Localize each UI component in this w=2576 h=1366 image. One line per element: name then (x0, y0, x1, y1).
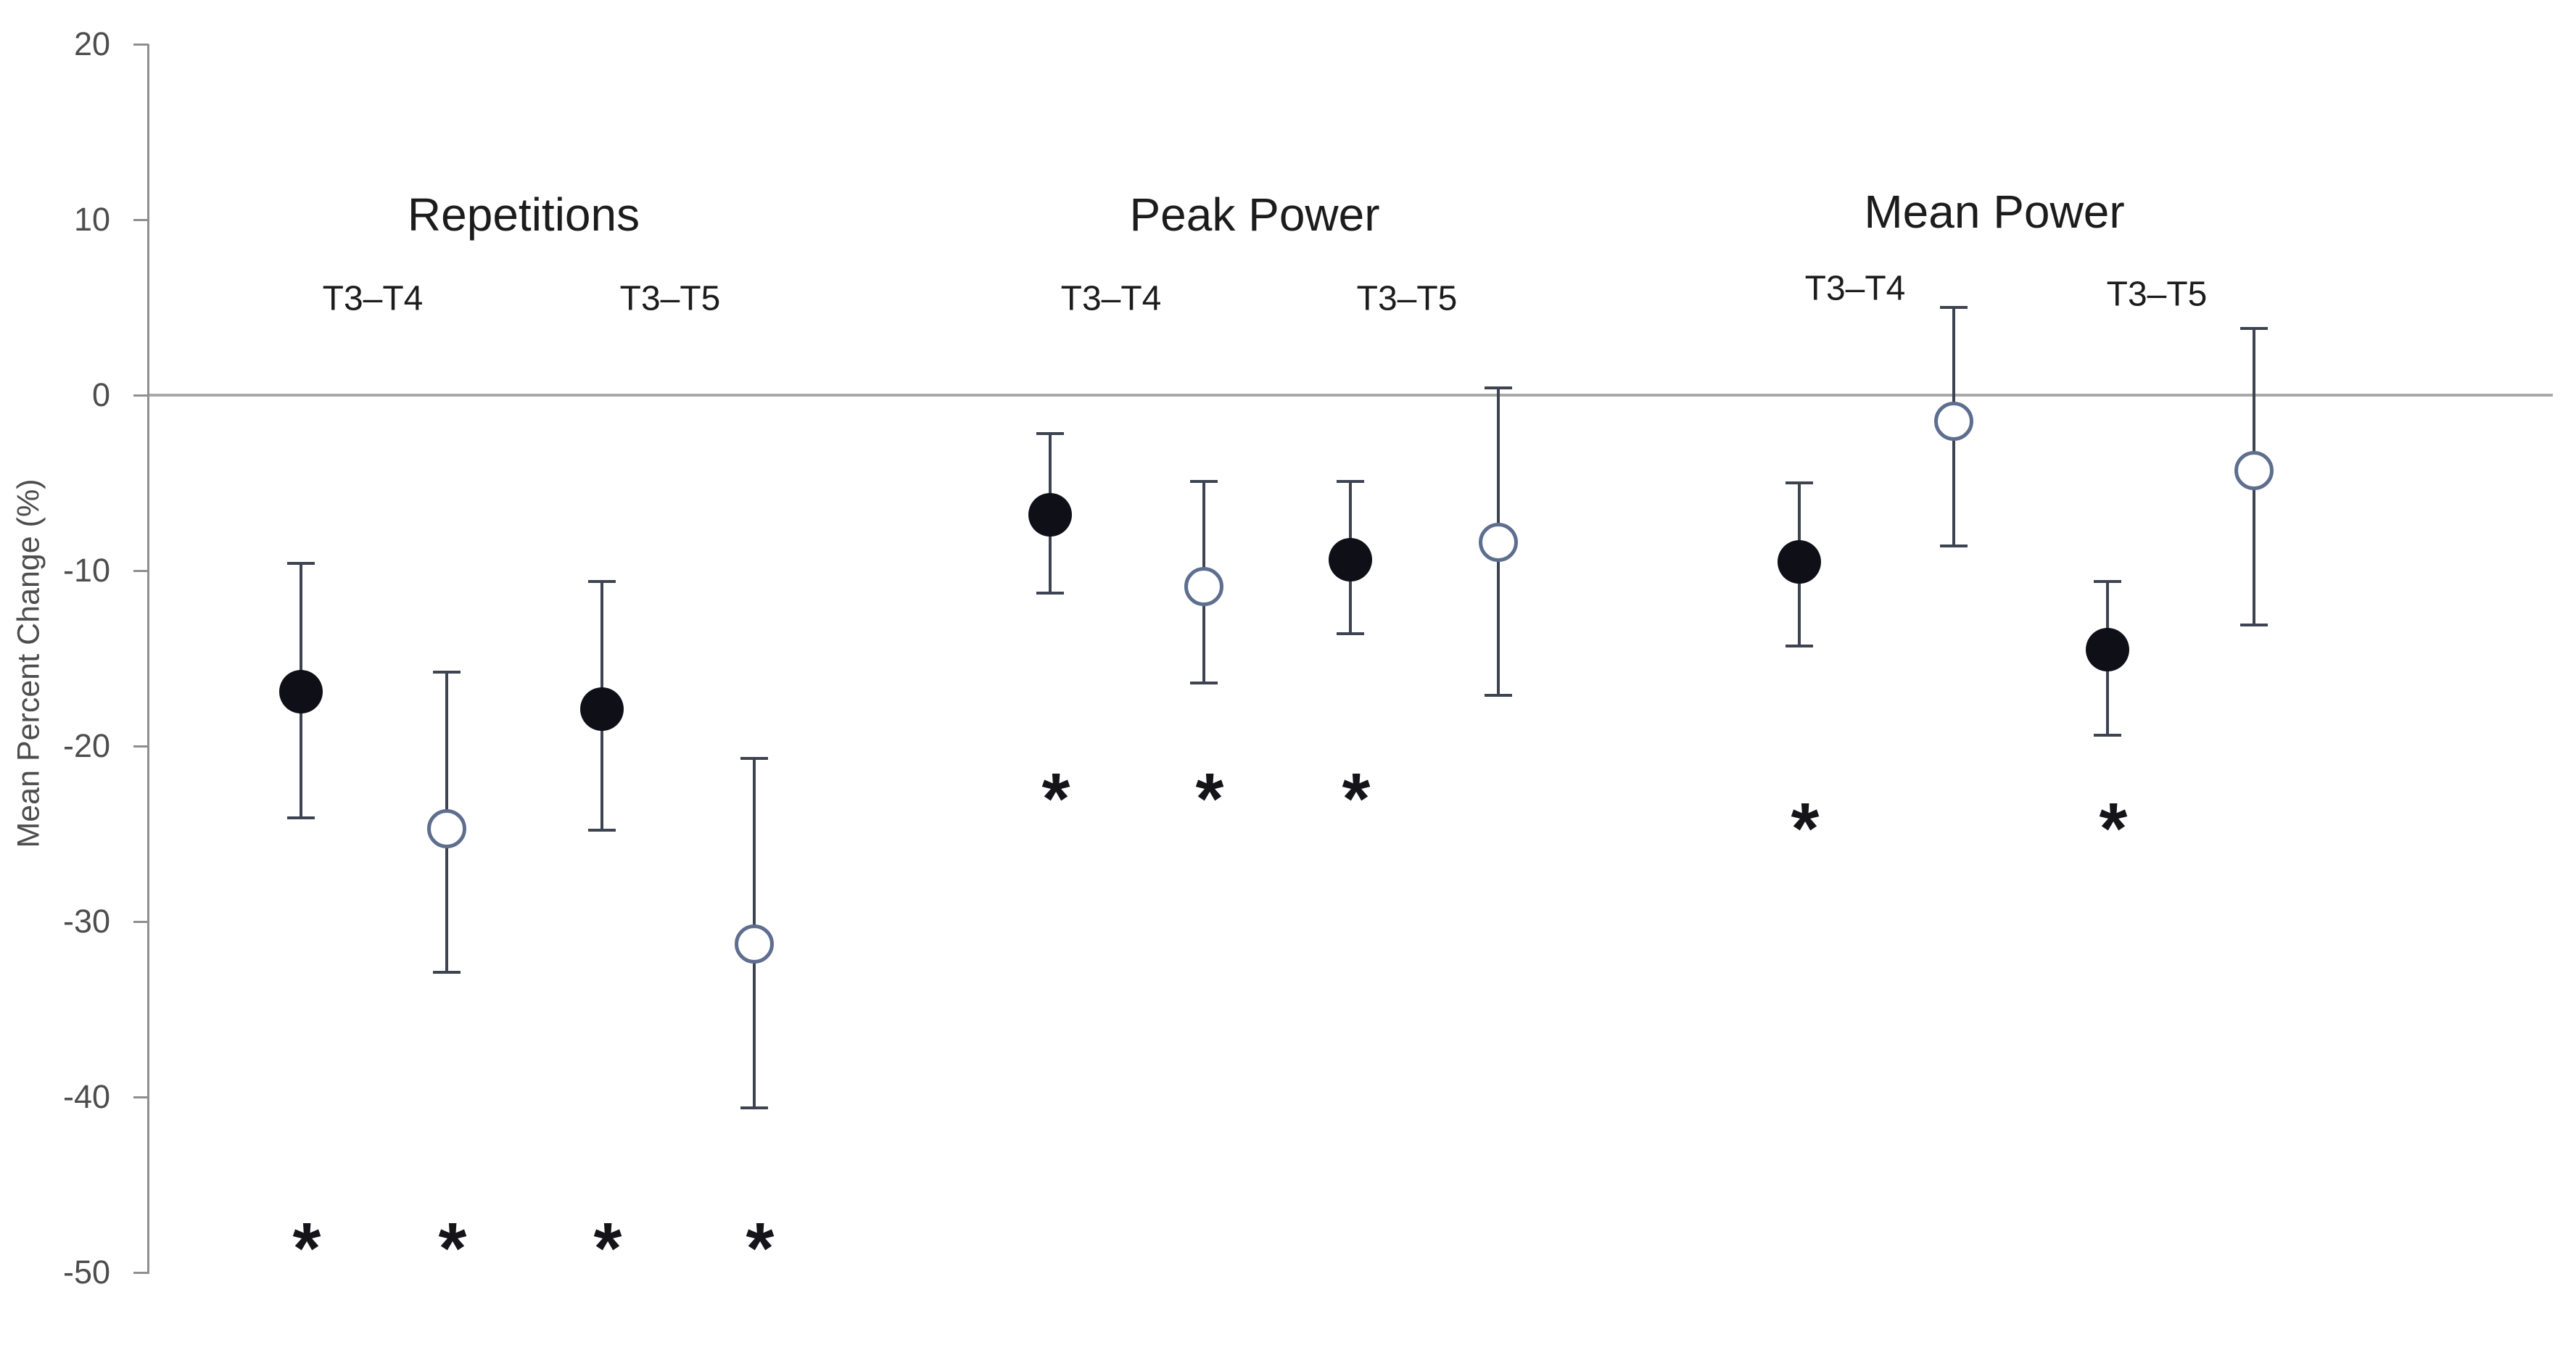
pair-label: T3–T4 (322, 279, 424, 318)
error-bar-cap-bottom (2240, 624, 2268, 627)
y-tick-label: -50 (62, 1254, 110, 1291)
significance-asterisk: * (746, 1207, 775, 1289)
data-point-filled (279, 669, 323, 713)
data-point-open (2234, 451, 2274, 491)
error-bar-cap-top (1786, 481, 1813, 484)
error-bar-cap-bottom (588, 829, 616, 832)
significance-asterisk: * (1342, 758, 1371, 840)
error-bar-cap-top (1036, 432, 1064, 436)
y-tick (133, 570, 149, 572)
error-bar-cap-top (1190, 479, 1218, 483)
error-bar-cap-bottom (287, 816, 315, 820)
error-bar-cap-bottom (1940, 545, 1968, 548)
error-bar-cap-bottom (1337, 632, 1364, 636)
significance-asterisk: * (593, 1207, 622, 1289)
y-tick (133, 394, 149, 397)
error-bar-cap-top (287, 562, 315, 566)
significance-asterisk: * (438, 1207, 467, 1289)
error-bar-cap-bottom (1485, 693, 1512, 697)
data-point-filled (580, 687, 624, 732)
y-tick (133, 219, 149, 221)
data-point-filled (1778, 539, 1821, 584)
error-bar-cap-bottom (1786, 645, 1813, 648)
error-bar-cap-top (1337, 479, 1364, 483)
error-bar-cap-top (740, 756, 768, 760)
y-tick (133, 1096, 149, 1098)
significance-asterisk: * (1195, 758, 1224, 840)
significance-asterisk: * (1041, 758, 1070, 840)
error-bar-cap-bottom (433, 971, 461, 974)
data-point-open (1184, 566, 1223, 606)
zero-reference-line (149, 394, 2553, 397)
error-bar-cap-bottom (2094, 734, 2121, 737)
pair-label: T3–T4 (1804, 269, 1906, 308)
pair-label: T3–T5 (2106, 275, 2208, 314)
data-point-open (427, 808, 466, 848)
significance-asterisk: * (292, 1207, 321, 1289)
y-tick-label: 0 (91, 376, 110, 413)
pair-label: T3–T5 (619, 279, 721, 318)
group-title: Peak Power (1129, 189, 1380, 241)
group-title: Repetitions (407, 189, 640, 241)
y-tick-label: 20 (73, 25, 110, 62)
error-bar-cap-top (433, 671, 461, 674)
error-bar-cap-top (2240, 327, 2268, 331)
data-point-open (1934, 402, 1973, 442)
y-tick-label: 10 (73, 201, 110, 238)
y-tick-label: -40 (62, 1078, 110, 1115)
y-tick-label: -30 (62, 903, 110, 940)
group-title: Mean Power (1864, 186, 2125, 238)
y-tick-label: -20 (62, 727, 110, 764)
error-bar-cap-bottom (1036, 592, 1064, 595)
error-bar-cap-bottom (1190, 681, 1218, 684)
data-point-open (735, 924, 774, 964)
pair-label: T3–T4 (1060, 279, 1162, 318)
error-bar-cap-top (1940, 306, 1968, 309)
error-bar-cap-top (1485, 386, 1512, 390)
pair-label: T3–T5 (1356, 279, 1458, 318)
significance-asterisk: * (1791, 788, 1820, 870)
data-point-filled (1329, 538, 1372, 582)
y-tick (133, 1272, 149, 1274)
y-axis-title: Mean Percent Change (%) (11, 479, 46, 848)
error-bar-cap-bottom (740, 1106, 768, 1109)
y-tick (133, 745, 149, 748)
significance-asterisk: * (2099, 788, 2128, 870)
data-point-filled (1028, 492, 1072, 537)
error-bar-cap-top (588, 579, 616, 583)
y-tick (133, 921, 149, 923)
error-bar-cap-top (2094, 579, 2121, 583)
y-axis-line (147, 44, 149, 1274)
data-point-filled (2086, 627, 2129, 671)
y-tick-label: -10 (62, 552, 110, 589)
data-point-open (1479, 523, 1518, 563)
y-tick (133, 44, 149, 46)
